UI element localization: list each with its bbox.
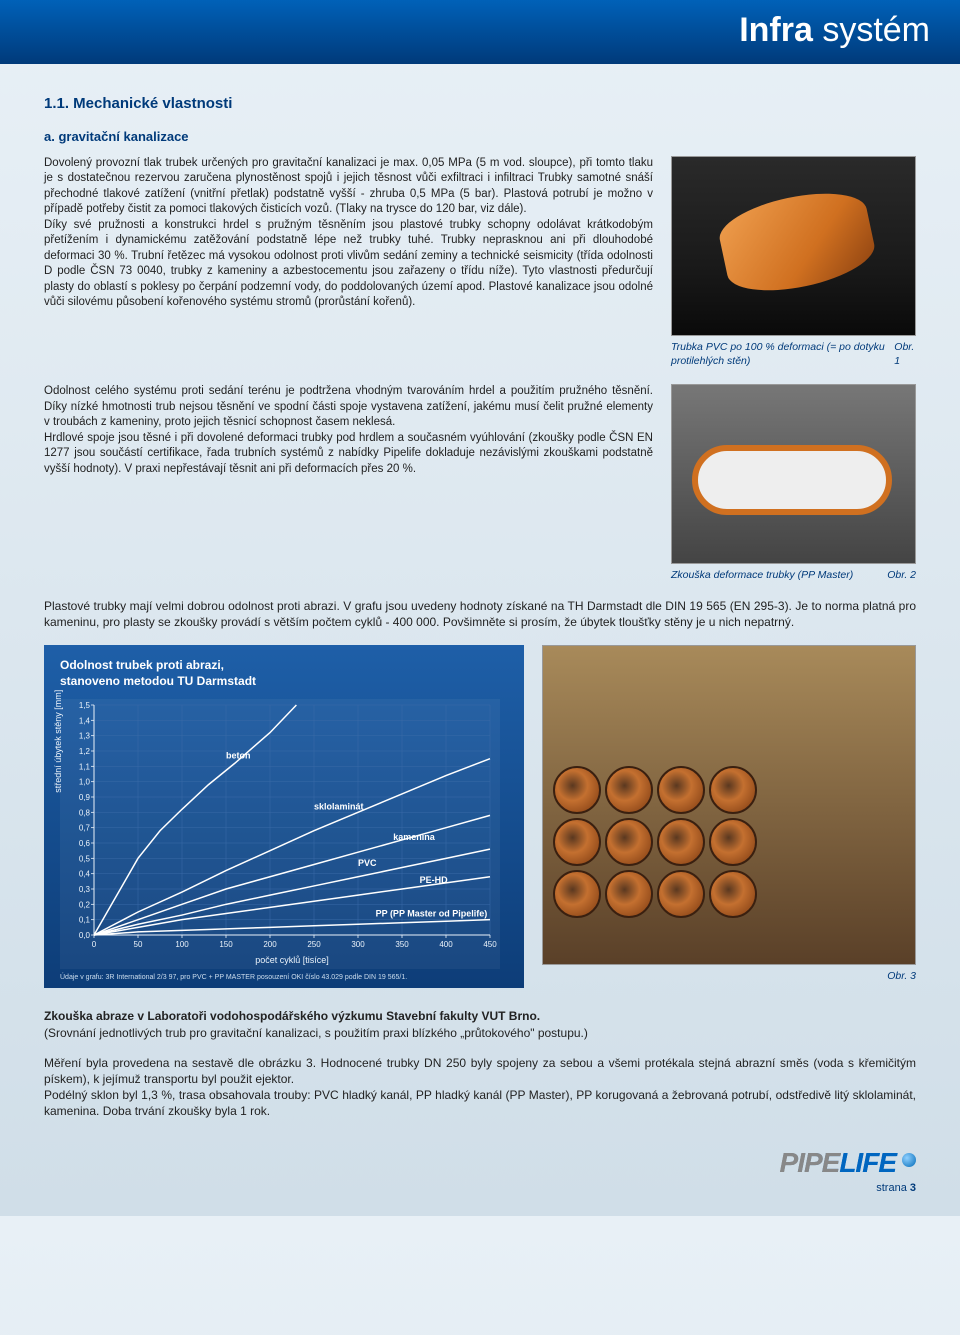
svg-text:1,5: 1,5 [79,701,91,710]
svg-text:1,0: 1,0 [79,778,91,787]
svg-text:0,1: 0,1 [79,916,91,925]
brand-light: systém [813,11,930,49]
svg-text:150: 150 [219,940,233,949]
svg-text:PP (PP Master od Pipelife): PP (PP Master od Pipelife) [376,909,488,919]
page-label: strana [876,1182,907,1194]
paragraph-1a: Dovolený provozní tlak trubek určených p… [44,156,653,218]
figure-1-image [671,156,916,336]
svg-text:0: 0 [92,940,97,949]
paragraph-4-bold: Zkouška abraze v Laboratoři vodohospodář… [44,1009,540,1023]
svg-text:beton: beton [226,751,251,761]
paragraph-4: (Srovnání jednotlivých trub pro gravitač… [44,1025,916,1041]
svg-text:0,4: 0,4 [79,870,91,879]
figure-1-caption: Trubka PVC po 100 % deformaci (= po doty… [671,340,894,368]
page-number: 3 [910,1182,916,1194]
paragraph-1b: Díky své pružnosti a konstrukci hrdel s … [44,218,653,311]
svg-text:PVC: PVC [358,858,377,868]
svg-text:kamenina: kamenina [393,832,436,842]
chart-y-axis-label: střední úbytek stěny [mm] [52,690,64,793]
svg-text:0,7: 0,7 [79,824,91,833]
svg-text:1,3: 1,3 [79,732,91,741]
figure-2-caption: Zkouška deformace trubky (PP Master) [671,568,853,582]
brand-bold: Infra [739,11,813,49]
header-banner: Infra systém [0,0,960,64]
section-heading: 1.1. Mechanické vlastnosti [44,94,916,114]
paragraph-5b: Podélný sklon byl 1,3 %, trasa obsahoval… [44,1087,916,1119]
svg-text:1,1: 1,1 [79,762,91,771]
figure-3-image [542,645,916,965]
svg-text:PE-HD: PE-HD [420,875,449,885]
section-subhead: a. gravitační kanalizace [44,128,916,146]
paragraph-3: Plastové trubky mají velmi dobrou odolno… [44,598,916,630]
logo-part-a: PIPE [780,1147,840,1178]
svg-text:0,2: 0,2 [79,900,91,909]
svg-text:sklolaminát: sklolaminát [314,801,364,811]
svg-text:1,4: 1,4 [79,716,91,725]
svg-text:100: 100 [175,940,189,949]
svg-text:350: 350 [395,940,409,949]
abrasion-chart-panel: Odolnost trubek proti abrazi, stanoveno … [44,645,524,989]
svg-text:450: 450 [483,940,497,949]
svg-text:0,5: 0,5 [79,854,91,863]
paragraph-5a: Měření byla provedena na sestavě dle obr… [44,1055,916,1087]
chart-footnote: Údaje v grafu: 3R International 2/3 97, … [60,973,508,982]
paragraph-2a: Odolnost celého systému proti sedání ter… [44,384,653,431]
abrasion-chart: střední úbytek stěny [mm] 0,00,10,20,30,… [60,699,500,969]
paragraph-2b: Hrdlové spoje jsou těsné i při dovolené … [44,431,653,478]
figure-2-number: Obr. 2 [887,568,916,582]
svg-text:300: 300 [351,940,365,949]
svg-text:400: 400 [439,940,453,949]
svg-text:0,3: 0,3 [79,885,91,894]
svg-text:0,8: 0,8 [79,808,91,817]
svg-text:0,0: 0,0 [79,931,91,940]
svg-text:0,9: 0,9 [79,793,91,802]
svg-text:200: 200 [263,940,277,949]
svg-text:50: 50 [134,940,143,949]
logo-part-b: LIFE [839,1147,896,1178]
svg-text:počet cyklů [tisíce]: počet cyklů [tisíce] [255,955,329,965]
chart-title: Odolnost trubek proti abrazi, stanoveno … [60,657,508,689]
figure-2-image [671,384,916,564]
svg-text:0,6: 0,6 [79,839,91,848]
pipelife-logo: PIPELIFE strana 3 [780,1144,916,1197]
figure-1-number: Obr. 1 [894,340,916,368]
svg-text:1,2: 1,2 [79,747,91,756]
svg-text:250: 250 [307,940,321,949]
figure-3-number: Obr. 3 [887,969,916,983]
